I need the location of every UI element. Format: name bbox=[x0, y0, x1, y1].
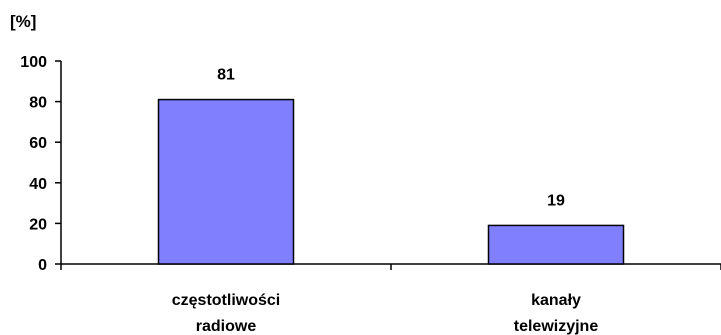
bars bbox=[157, 98, 625, 265]
category-label: częstotliwości bbox=[172, 292, 280, 309]
x-axis bbox=[60, 263, 721, 270]
category-label: kanały bbox=[531, 292, 581, 309]
x-axis-labels: częstotliwości radiowe kanały telewizyjne bbox=[172, 292, 599, 335]
data-labels: 81 19 bbox=[217, 67, 565, 210]
y-tick-label: 100 bbox=[20, 54, 47, 71]
category-label: radiowe bbox=[196, 318, 257, 335]
bar bbox=[487, 224, 625, 265]
y-tick-label: 0 bbox=[38, 257, 47, 274]
y-axis: 0 20 40 60 80 100 bbox=[20, 54, 62, 274]
y-tick-label: 60 bbox=[29, 135, 47, 152]
y-axis-unit-label: [%] bbox=[10, 12, 36, 31]
data-label: 19 bbox=[547, 192, 565, 209]
y-tick-label: 20 bbox=[29, 216, 47, 233]
y-tick-label: 80 bbox=[29, 95, 47, 112]
data-label: 81 bbox=[217, 67, 235, 84]
category-label: telewizyjne bbox=[514, 318, 599, 335]
y-tick-label: 40 bbox=[29, 176, 47, 193]
bar bbox=[157, 98, 295, 265]
